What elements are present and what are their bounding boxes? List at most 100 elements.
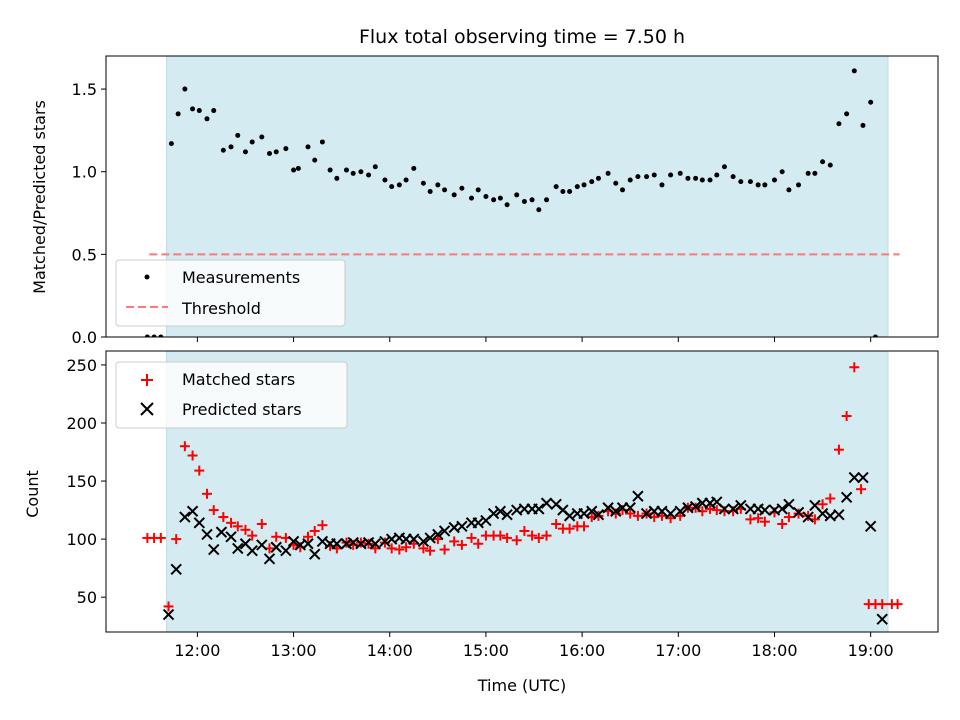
matched-star-point xyxy=(155,532,166,543)
measurement-point xyxy=(497,195,503,201)
predicted-star-point-b xyxy=(783,498,795,510)
predicted-star-point xyxy=(208,543,220,556)
ratio-series-measurements xyxy=(144,0,892,337)
measurement-point xyxy=(868,99,874,105)
measurement-point xyxy=(887,0,892,3)
matched-star-point xyxy=(179,441,190,452)
predicted-star-point-b xyxy=(640,507,653,520)
predicted-star-point-b xyxy=(501,509,513,521)
matched-star-point xyxy=(171,534,182,545)
measurement-point xyxy=(312,157,318,163)
predicted-star-point xyxy=(179,511,191,523)
measurement-point xyxy=(158,334,164,337)
ratio-y-tick-label: 0.0 xyxy=(72,328,97,347)
measurement-point xyxy=(211,108,217,114)
measurement-point xyxy=(175,111,181,117)
matched-star-point xyxy=(502,532,513,543)
measurement-point xyxy=(812,170,818,176)
counts-y-tick-label: 150 xyxy=(66,472,97,491)
predicted-star-point-b xyxy=(193,517,206,529)
measurement-point xyxy=(283,146,289,152)
predicted-star-point-b xyxy=(225,531,237,543)
predicted-star-point-b xyxy=(494,505,507,517)
matched-star-point xyxy=(226,517,237,528)
predicted-star-point xyxy=(225,531,237,543)
predicted-star-point-b xyxy=(727,503,739,515)
predicted-star-point xyxy=(331,538,343,550)
x-axis-label: Time (UTC) xyxy=(477,676,566,695)
measurement-point xyxy=(228,144,234,150)
predicted-star-point-b xyxy=(718,503,731,515)
counts-legend: Matched stars Predicted stars xyxy=(115,361,348,429)
predicted-star-point-b xyxy=(768,504,781,516)
measurement-point xyxy=(651,172,657,178)
measurement-point xyxy=(151,334,157,337)
predicted-star-point-b xyxy=(848,471,861,484)
ratio-panel: 0.0 0.5 1.0 1.5 Matched/Predicted stars Mea… xyxy=(30,0,939,347)
x-tick-label: 19:00 xyxy=(848,641,894,660)
predicted-star-point xyxy=(540,497,553,509)
predicted-star-point xyxy=(270,541,282,553)
predicted-star-point-b xyxy=(256,539,268,551)
measurement-point xyxy=(747,179,753,185)
predicted-star-point xyxy=(232,542,244,555)
predicted-star-point xyxy=(162,608,175,621)
predicted-star-point xyxy=(494,505,507,517)
predicted-star-point xyxy=(833,509,845,521)
matched-star-point xyxy=(401,542,412,553)
predicted-star-point xyxy=(472,517,484,529)
measurement-point xyxy=(372,164,378,170)
predicted-star-point-b xyxy=(550,498,562,510)
predicted-star-point xyxy=(256,539,268,551)
predicted-star-point-b xyxy=(170,563,182,576)
ratio-axes: 0.0 0.5 1.0 1.5 xyxy=(72,80,872,347)
predicted-star-point-b xyxy=(656,505,668,517)
matched-star-point xyxy=(456,539,467,550)
measurement-point xyxy=(190,106,196,112)
legend-measurements-marker xyxy=(144,274,150,280)
matched-star-point xyxy=(551,519,562,530)
predicted-star-point xyxy=(735,499,747,512)
predicted-star-point-b xyxy=(162,608,175,621)
predicted-star-point-b xyxy=(809,499,821,512)
predicted-star-point-b xyxy=(664,507,677,520)
x-tick-label: 16:00 xyxy=(559,641,605,660)
measurement-point xyxy=(805,170,811,176)
predicted-star-point-b xyxy=(876,613,888,625)
predicted-star-point-b xyxy=(487,507,500,520)
measurement-point xyxy=(668,172,674,178)
matched-star-point xyxy=(564,523,575,534)
predicted-star-point xyxy=(674,505,686,517)
predicted-star-point xyxy=(624,502,636,514)
measurement-point xyxy=(334,175,340,181)
matched-star-point xyxy=(240,524,251,535)
measurement-point xyxy=(771,177,777,183)
matched-star-point xyxy=(394,544,405,555)
predicted-star-point xyxy=(802,511,814,523)
measurement-point xyxy=(881,0,886,3)
predicted-star-point-b xyxy=(280,545,292,557)
predicted-star-point-b xyxy=(674,505,686,517)
measurement-point xyxy=(544,197,550,203)
matched-star-point xyxy=(625,508,636,519)
predicted-star-point-b xyxy=(456,520,468,533)
measurement-point xyxy=(836,121,842,127)
counts-y-tick-label: 100 xyxy=(66,530,97,549)
counts-legend-box xyxy=(115,361,348,429)
measurement-point xyxy=(553,184,559,190)
predicted-star-point xyxy=(417,535,430,548)
x-tick-label: 17:00 xyxy=(655,641,701,660)
measurement-point xyxy=(249,139,255,145)
predicted-star-point xyxy=(501,509,513,521)
predicted-star-point-b xyxy=(309,548,321,560)
predicted-star-point xyxy=(170,563,182,576)
predicted-star-point-b xyxy=(263,553,276,565)
predicted-star-point-b xyxy=(857,471,869,484)
predicted-star-point xyxy=(632,490,644,502)
predicted-star-point-b xyxy=(592,509,605,521)
measurement-point xyxy=(483,194,489,199)
counts-y-axis-label: Count xyxy=(23,470,42,518)
matched-star-point xyxy=(495,530,506,541)
ratio-y-tick-label: 1.0 xyxy=(72,163,97,182)
